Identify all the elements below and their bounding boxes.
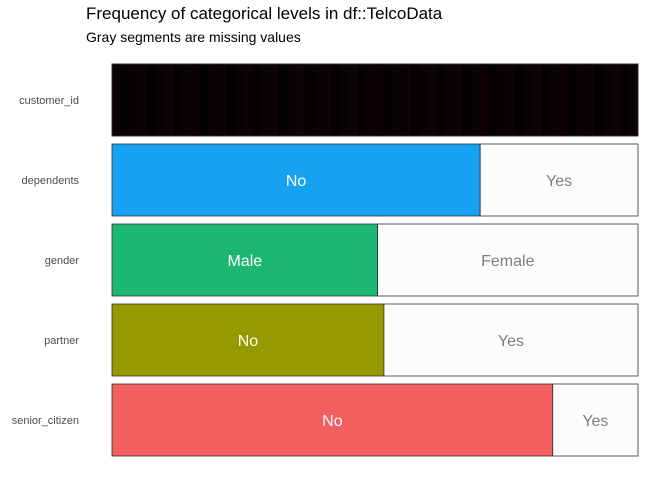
bar-segment-gender-male: [111, 223, 379, 297]
stripe: [366, 65, 375, 135]
stripe: [524, 65, 533, 135]
data-label-dependents-no: No: [286, 173, 307, 190]
stripe: [410, 65, 419, 135]
stripe: [269, 65, 279, 135]
y-tick-label-dependents: dependents: [22, 175, 80, 187]
y-tick-label-customer-id: customer_id: [19, 95, 79, 107]
stripe: [225, 65, 235, 135]
data-label-senior-citizen-yes: Yes: [582, 413, 608, 430]
stripe: [138, 65, 148, 135]
stripe: [261, 65, 270, 135]
high-cardinality-stripes: [112, 65, 638, 135]
stripe: [339, 65, 349, 135]
stripe: [375, 65, 384, 135]
stripe: [602, 65, 612, 135]
stripe: [445, 65, 454, 135]
stripe: [506, 65, 516, 135]
y-tick-label-gender: gender: [45, 255, 80, 267]
stripe: [383, 65, 393, 135]
stripe: [190, 65, 200, 135]
stripe: [112, 65, 121, 135]
stripe: [418, 65, 428, 135]
stripe: [629, 65, 638, 135]
stripe: [278, 65, 288, 135]
stripe: [585, 65, 595, 135]
stripe: [322, 65, 332, 135]
data-label-partner-yes: Yes: [498, 333, 524, 350]
bar-outline-customer-id: [111, 63, 639, 137]
stripe: [199, 65, 209, 135]
stripe: [173, 65, 183, 135]
bar-segment-senior-citizen-yes: [552, 383, 639, 457]
stripe: [515, 65, 525, 135]
stripe: [164, 65, 174, 135]
stripe: [471, 65, 481, 135]
stripe: [243, 65, 253, 135]
stripe: [559, 65, 568, 135]
data-label-partner-no: No: [238, 333, 259, 350]
stripe: [129, 65, 139, 135]
stripe: [401, 65, 411, 135]
stripe: [611, 65, 621, 135]
stripe: [296, 65, 305, 135]
data-label-gender-female: Female: [481, 253, 534, 270]
stripe: [208, 65, 218, 135]
stripe: [234, 65, 244, 135]
stripe: [532, 65, 542, 135]
stripe: [620, 65, 630, 135]
data-label-dependents-yes: Yes: [546, 173, 572, 190]
y-tick-label-senior-citizen: senior_citizen: [12, 415, 79, 427]
stripe: [120, 65, 130, 135]
stripe: [217, 65, 226, 135]
stripe: [331, 65, 340, 135]
stripe: [348, 65, 358, 135]
stripe: [252, 65, 262, 135]
stripe: [155, 65, 165, 135]
bar-segment-gender-female: [377, 223, 639, 297]
stripe: [550, 65, 560, 135]
stripe: [357, 65, 367, 135]
data-label-senior-citizen-no: No: [322, 413, 343, 430]
stripe: [287, 65, 297, 135]
stripe: [567, 65, 577, 135]
stripe: [392, 65, 402, 135]
chart-subtitle: Gray segments are missing values: [86, 29, 301, 45]
stripe: [436, 65, 446, 135]
stripe: [488, 65, 498, 135]
data-label-gender-male: Male: [227, 253, 262, 270]
stripe: [304, 65, 314, 135]
stripe: [594, 65, 603, 135]
bar-segment-partner-yes: [383, 303, 639, 377]
stripe: [147, 65, 156, 135]
stripe: [313, 65, 323, 135]
stripe: [427, 65, 437, 135]
bar-segment-senior-citizen-no: [111, 383, 554, 457]
stripe: [497, 65, 507, 135]
stripe: [576, 65, 586, 135]
bar-segment-dependents-yes: [479, 143, 639, 217]
stripe: [462, 65, 472, 135]
chart-title: Frequency of categorical levels in df::T…: [86, 4, 443, 23]
stripe: [480, 65, 489, 135]
stripe: [453, 65, 463, 135]
stripe: [541, 65, 551, 135]
stripe: [182, 65, 191, 135]
y-tick-label-partner: partner: [44, 335, 79, 347]
bar-segment-partner-no: [111, 303, 385, 377]
